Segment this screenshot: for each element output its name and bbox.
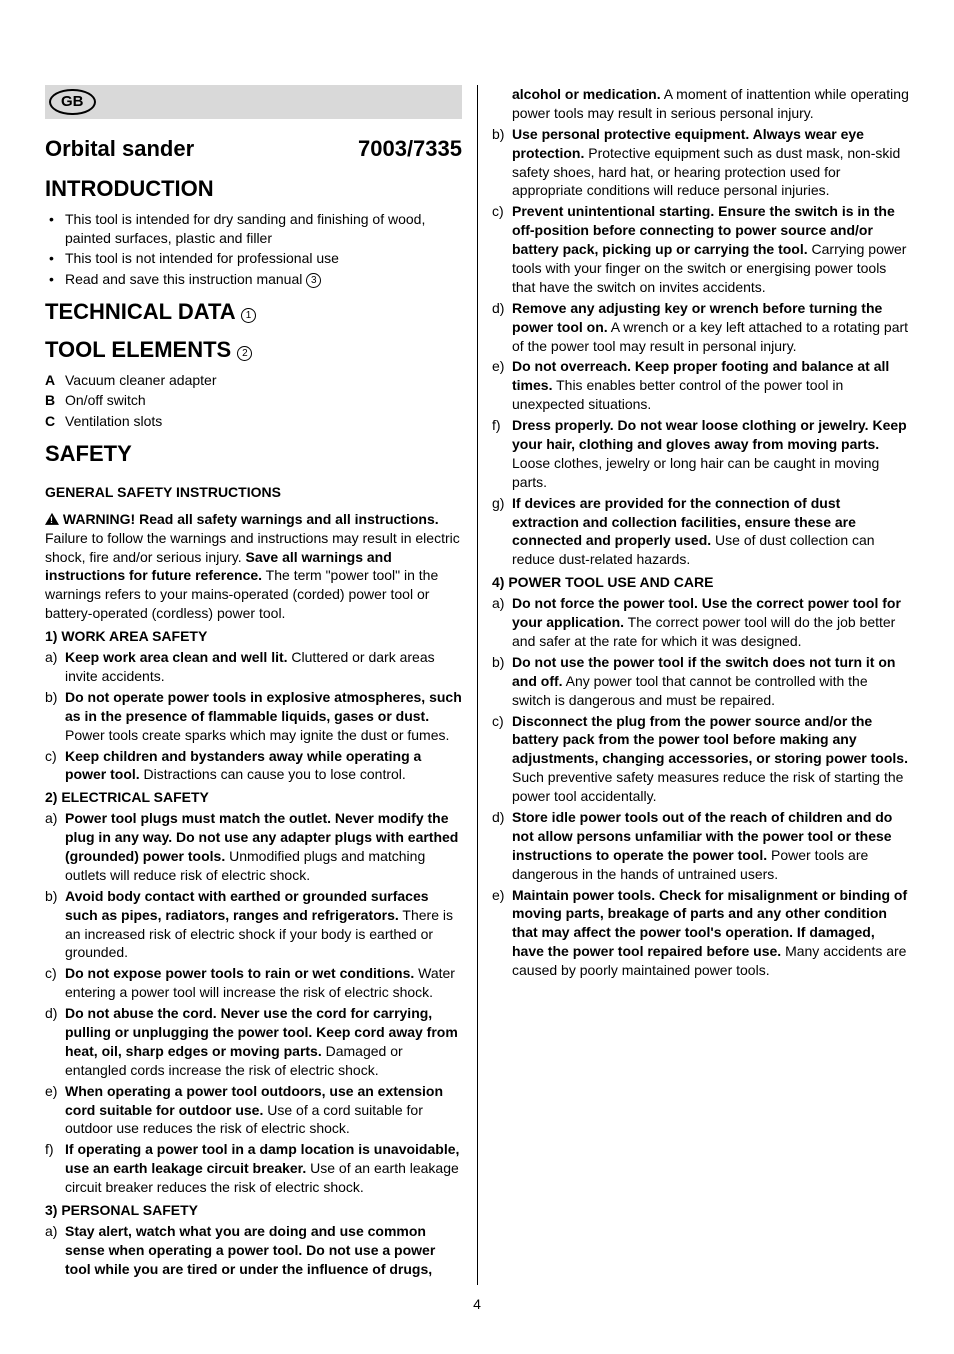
section-personal: 3) PERSONAL SAFETY [45, 1201, 462, 1220]
intro-item: Read and save this instruction manual 3 [45, 270, 462, 289]
list-item: e)Maintain power tools. Check for misali… [492, 886, 909, 980]
list-item: c)Disconnect the plug from the power sou… [492, 712, 909, 806]
list-item: b)Do not operate power tools in explosiv… [45, 688, 462, 745]
heading-tool-elements: TOOL ELEMENTS 2 [45, 335, 462, 365]
list-item: g)If devices are provided for the connec… [492, 494, 909, 570]
list-item: e)When operating a power tool outdoors, … [45, 1082, 462, 1139]
ref-circle-icon: 2 [237, 346, 252, 361]
list-item: f)Dress properly. Do not wear loose clot… [492, 416, 909, 492]
intro-list: This tool is intended for dry sanding an… [45, 210, 462, 290]
heading-safety: SAFETY [45, 439, 462, 469]
list-item: c)Keep children and bystanders away whil… [45, 747, 462, 785]
tool-use-list: a)Do not force the power tool. Use the c… [492, 594, 909, 980]
country-badge: GB [45, 85, 462, 119]
product-title: Orbital sander [45, 134, 194, 164]
page-number: 4 [45, 1295, 909, 1314]
list-item: e)Do not overreach. Keep proper footing … [492, 357, 909, 414]
list-item: a)Do not force the power tool. Use the c… [492, 594, 909, 651]
list-item: c)Do not expose power tools to rain or w… [45, 964, 462, 1002]
warning-paragraph: WARNING! Read all safety warnings and al… [45, 510, 462, 623]
tool-element: CVentilation slots [45, 412, 462, 431]
warning-icon [45, 513, 59, 525]
work-area-list: a)Keep work area clean and well lit. Clu… [45, 648, 462, 784]
list-item: d)Store idle power tools out of the reac… [492, 808, 909, 884]
model-number: 7003/7335 [358, 134, 462, 164]
list-item: a)Keep work area clean and well lit. Clu… [45, 648, 462, 686]
country-code: GB [49, 89, 96, 115]
section-work-area: 1) WORK AREA SAFETY [45, 627, 462, 646]
electrical-list: a)Power tool plugs must match the outlet… [45, 809, 462, 1197]
ref-circle-icon: 1 [241, 308, 256, 323]
section-tool-use: 4) POWER TOOL USE AND CARE [492, 573, 909, 592]
intro-item: This tool is not intended for profession… [45, 249, 462, 268]
heading-technical-data: TECHNICAL DATA 1 [45, 297, 462, 327]
ref-circle-icon: 3 [306, 273, 321, 288]
list-item: c)Prevent unintentional starting. Ensure… [492, 202, 909, 296]
list-item: d)Remove any adjusting key or wrench bef… [492, 299, 909, 356]
list-item: f)If operating a power tool in a damp lo… [45, 1140, 462, 1197]
section-electrical: 2) ELECTRICAL SAFETY [45, 788, 462, 807]
heading-general-safety: GENERAL SAFETY INSTRUCTIONS [45, 483, 462, 502]
list-item: b)Do not use the power tool if the switc… [492, 653, 909, 710]
list-item: b)Use personal protective equipment. Alw… [492, 125, 909, 201]
tool-elements-list: AVacuum cleaner adapter BOn/off switch C… [45, 371, 462, 432]
list-item: a)Power tool plugs must match the outlet… [45, 809, 462, 885]
heading-introduction: INTRODUCTION [45, 174, 462, 204]
list-item: b)Avoid body contact with earthed or gro… [45, 887, 462, 963]
list-item: d)Do not abuse the cord. Never use the c… [45, 1004, 462, 1080]
tool-element: AVacuum cleaner adapter [45, 371, 462, 390]
tool-element: BOn/off switch [45, 391, 462, 410]
intro-item: This tool is intended for dry sanding an… [45, 210, 462, 248]
